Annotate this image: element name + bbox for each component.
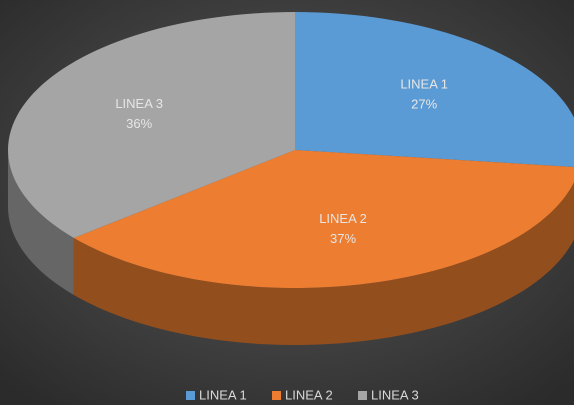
slice-category-label: LINEA 2	[319, 211, 367, 226]
slice-category-label: LINEA 3	[115, 96, 163, 111]
legend-swatch	[186, 391, 195, 400]
slice	[8, 12, 295, 238]
slice-side	[8, 150, 74, 295]
legend-label: LINEA 2	[285, 387, 333, 402]
legend-label: LINEA 3	[371, 387, 419, 402]
slice-category-label: LINEA 1	[400, 77, 448, 92]
legend-swatch	[358, 391, 367, 400]
slice-value-label: 27%	[411, 97, 437, 112]
slice-value-label: 36%	[126, 116, 152, 131]
legend-label: LINEA 1	[199, 387, 247, 402]
slice	[73, 150, 574, 288]
slice-value-label: 37%	[330, 231, 356, 246]
slice	[295, 12, 574, 167]
legend-swatch	[272, 391, 281, 400]
slice-side	[73, 182, 574, 345]
